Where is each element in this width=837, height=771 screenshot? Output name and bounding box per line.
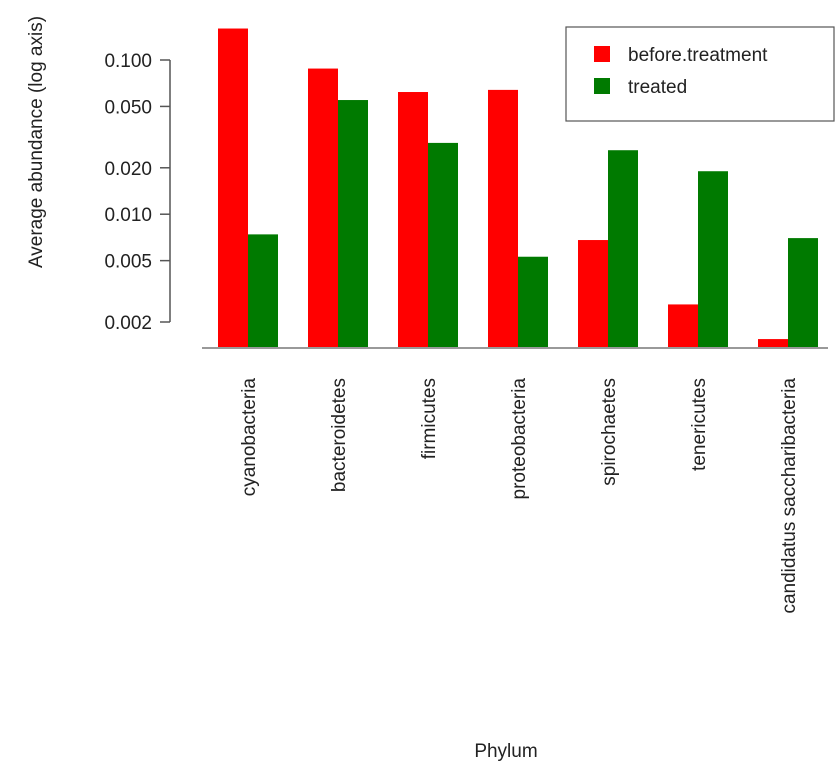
- y-tick-label: 0.002: [104, 313, 152, 334]
- y-tick-label: 0.100: [104, 51, 152, 72]
- legend-label-before-treatment: before.treatment: [628, 45, 768, 66]
- x-tick-label-candidatus-saccharibacteria: candidatus saccharibacteria: [779, 378, 800, 614]
- x-axis-category-labels: cyanobacteria bacteroidetes firmicutes prot…: [239, 378, 800, 614]
- y-axis-title: Average abundance (log axis): [26, 16, 47, 268]
- x-tick-label-spirochaetes: spirochaetes: [599, 378, 620, 486]
- y-tick-label: 0.010: [104, 205, 152, 226]
- legend-box: [565, 26, 835, 122]
- bar-spirochaetes-treated: [608, 150, 638, 348]
- legend-swatch-treated: [594, 78, 610, 94]
- bar-cyanobacteria-before-treatment: [218, 28, 248, 349]
- y-tick-label: 0.005: [104, 252, 152, 273]
- x-tick-label-cyanobacteria: cyanobacteria: [239, 378, 260, 497]
- bar-firmicutes-treated: [428, 142, 458, 348]
- bar-bacteroidetes-before-treatment: [308, 68, 338, 348]
- bar-candidatus-saccharibacteria-before-treatment: [758, 339, 788, 348]
- x-tick-label-tenericutes: tenericutes: [689, 378, 710, 471]
- y-axis-ticks: 0.002 0.005 0.010 0.020 0.050 0.100: [104, 51, 170, 334]
- x-axis-title: Phylum: [474, 741, 537, 762]
- bar-tenericutes-treated: [698, 171, 728, 348]
- bar-spirochaetes-before-treatment: [578, 240, 608, 348]
- x-tick-label-proteobacteria: proteobacteria: [509, 378, 530, 500]
- bar-bacteroidetes-treated: [338, 100, 368, 349]
- bar-candidatus-saccharibacteria-treated: [788, 238, 818, 348]
- y-tick-label: 0.050: [104, 97, 152, 118]
- bars-layer: [218, 28, 818, 349]
- x-tick-label-bacteroidetes: bacteroidetes: [329, 378, 350, 492]
- legend-swatch-before-treatment: [594, 46, 610, 62]
- bar-tenericutes-before-treatment: [668, 304, 698, 348]
- x-tick-label-firmicutes: firmicutes: [419, 378, 440, 459]
- y-tick-label: 0.020: [104, 159, 152, 180]
- legend-label-treated: treated: [628, 77, 687, 98]
- legend: before.treatment treated: [565, 26, 835, 122]
- bar-cyanobacteria-treated: [248, 234, 278, 348]
- bar-proteobacteria-before-treatment: [488, 89, 518, 349]
- bar-proteobacteria-treated: [518, 256, 548, 348]
- bar-firmicutes-before-treatment: [398, 92, 428, 348]
